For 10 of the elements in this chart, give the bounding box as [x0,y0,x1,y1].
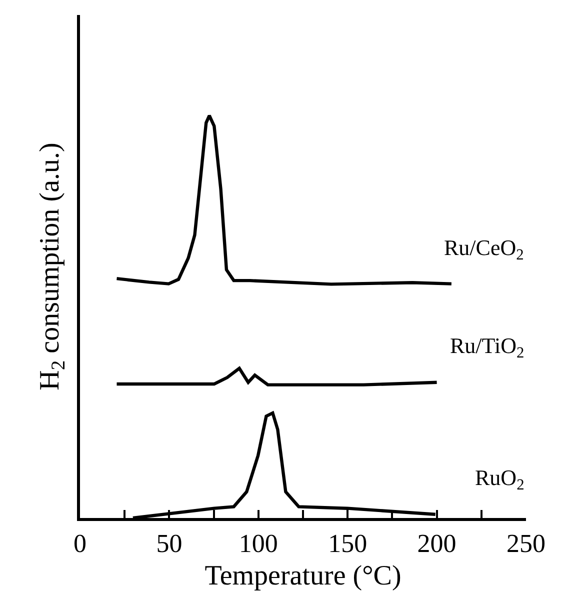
series-label: Ru/TiO$_{2}$ [450,333,524,362]
series-label: Ru/CeO$_{2}$ [444,235,524,264]
x-tick-label: 150 [328,529,368,558]
x-tick-label: 0 [74,529,86,558]
x-tick-label: 200 [417,529,456,558]
x-axis-title: Temperature (°C) [204,560,402,592]
text: RuO$_{2}$ [475,465,524,494]
x-tick-label: 100 [238,529,278,558]
x-tick-label: 250 [506,529,546,558]
x-tick-label: 50 [156,529,182,558]
